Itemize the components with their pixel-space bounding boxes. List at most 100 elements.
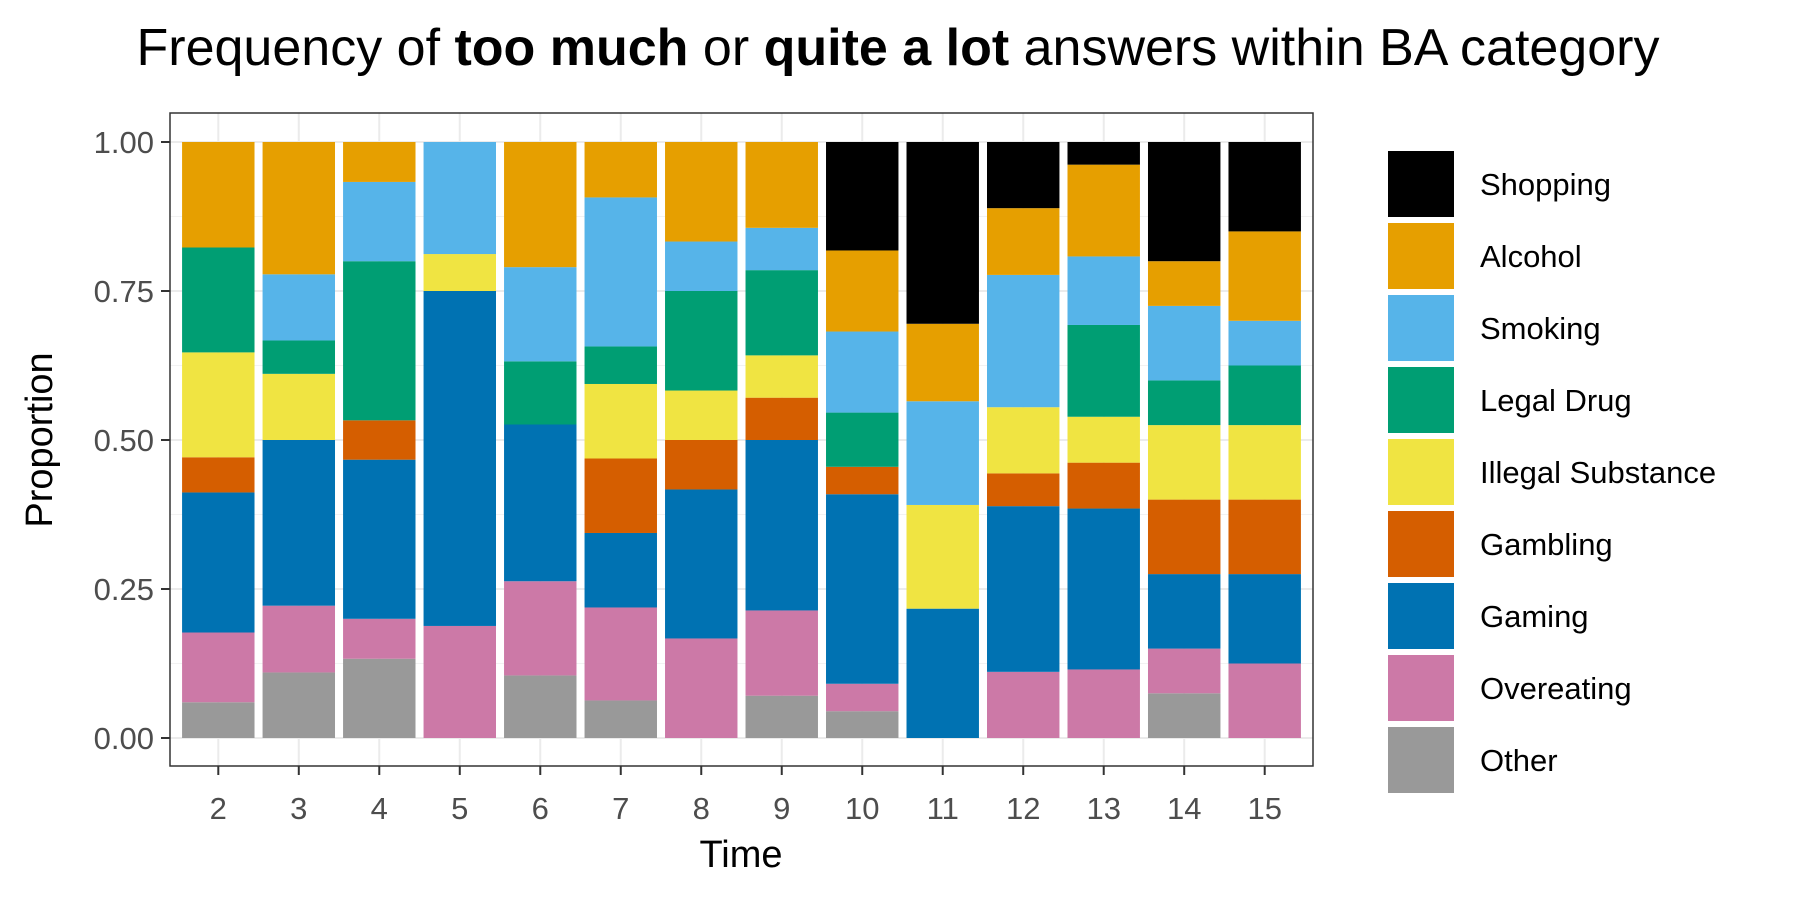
bar-segment-smoking-9	[745, 227, 818, 271]
legend-label: Gambling	[1480, 527, 1613, 562]
bar-segment-overeating-14	[1147, 648, 1221, 694]
legend-label: Other	[1480, 743, 1558, 778]
bar-segment-overeating-8	[665, 638, 738, 738]
bar-segment-gambling-4	[343, 420, 416, 460]
x-tick-label: 4	[371, 791, 388, 826]
bar-segment-legal-drug-6	[504, 361, 577, 425]
bar-segment-illegal-substance-5	[423, 254, 496, 291]
x-tick-label: 8	[693, 791, 710, 826]
bar-segment-smoking-13	[1067, 256, 1140, 325]
bar-segment-alcohol-15	[1228, 231, 1301, 321]
legend-label: Smoking	[1480, 311, 1601, 346]
y-tick-label: 0.75	[94, 274, 154, 309]
bar-segment-gambling-12	[987, 473, 1060, 507]
bar-segment-smoking-6	[504, 267, 577, 362]
bar-segment-gaming-10	[826, 494, 899, 684]
x-tick-label: 7	[612, 791, 629, 826]
bar-segment-gaming-7	[584, 532, 657, 608]
bar-segment-gaming-12	[987, 506, 1060, 672]
legend-key-illegal-substance	[1388, 439, 1454, 505]
bar-segment-smoking-8	[665, 241, 738, 291]
bar-segment-other-7	[584, 700, 657, 738]
title-part: or	[688, 19, 764, 77]
bar-segment-illegal-substance-9	[745, 355, 818, 398]
y-tick-label: 0.00	[94, 721, 154, 756]
bar-segment-legal-drug-15	[1228, 365, 1301, 426]
bars-layer	[182, 142, 1301, 738]
bar-segment-legal-drug-8	[665, 291, 738, 391]
bar-segment-gaming-3	[262, 440, 336, 606]
bar-segment-alcohol-11	[906, 323, 979, 402]
bar-segment-smoking-11	[906, 401, 979, 505]
bar-segment-alcohol-12	[987, 208, 1060, 275]
x-tick-label: 2	[210, 791, 227, 826]
bar-segment-legal-drug-10	[826, 412, 899, 467]
bar-segment-smoking-7	[584, 197, 657, 347]
legend-key-shopping	[1388, 151, 1454, 217]
bar-segment-gaming-9	[745, 440, 818, 611]
legend-key-gaming	[1388, 583, 1454, 649]
x-axis: 2 3 4 5 6 7 8 9 10 11 12 13 14 15	[210, 766, 1282, 826]
bar-segment-illegal-substance-8	[665, 390, 738, 440]
bar-segment-alcohol-6	[504, 142, 577, 268]
bar-segment-alcohol-9	[745, 142, 818, 228]
bar-segment-smoking-14	[1147, 305, 1221, 381]
bar-segment-overeating-7	[584, 607, 657, 701]
x-tick-label: 11	[927, 791, 959, 826]
bar-segment-gaming-14	[1147, 574, 1221, 649]
bar-segment-overeating-15	[1228, 663, 1301, 738]
x-tick-label: 15	[1247, 791, 1281, 826]
bar-segment-illegal-substance-3	[262, 373, 336, 440]
chart-title: Frequency of too much or quite a lot ans…	[0, 18, 1796, 78]
bar-segment-alcohol-4	[343, 142, 416, 182]
legend-key-gambling	[1388, 511, 1454, 577]
title-part: answers within BA category	[1009, 19, 1660, 77]
bar-segment-legal-drug-9	[745, 270, 818, 356]
bar-segment-gambling-14	[1147, 499, 1221, 575]
bar-segment-illegal-substance-13	[1067, 416, 1140, 463]
bar-segment-overeating-3	[262, 605, 336, 673]
bar-segment-overeating-10	[826, 683, 899, 712]
legend-label: Shopping	[1480, 167, 1611, 202]
bar-segment-smoking-10	[826, 331, 899, 413]
bar-segment-gaming-13	[1067, 508, 1140, 670]
bar-segment-smoking-15	[1228, 320, 1301, 366]
bar-segment-illegal-substance-12	[987, 407, 1060, 474]
bar-segment-other-3	[262, 672, 336, 738]
legend-key-alcohol	[1388, 223, 1454, 289]
x-tick-label: 14	[1167, 791, 1201, 826]
y-tick-label: 0.25	[94, 572, 154, 607]
bar-segment-overeating-5	[423, 625, 496, 738]
bar-segment-other-9	[745, 695, 818, 738]
bar-segment-alcohol-10	[826, 250, 899, 332]
legend-label: Alcohol	[1480, 239, 1582, 274]
bar-segment-overeating-6	[504, 581, 577, 676]
bar-segment-gambling-10	[826, 466, 899, 495]
legend-key-other	[1388, 727, 1454, 793]
bar-segment-smoking-5	[423, 142, 496, 255]
bar-segment-smoking-12	[987, 274, 1060, 408]
bar-segment-gambling-7	[584, 458, 657, 533]
bar-segment-overeating-2	[182, 632, 255, 703]
bar-segment-shopping-12	[987, 142, 1060, 209]
bar-segment-gambling-2	[182, 457, 255, 493]
bar-segment-gambling-13	[1067, 462, 1140, 509]
bar-segment-alcohol-14	[1147, 261, 1221, 306]
bar-segment-shopping-13	[1067, 142, 1140, 165]
bar-segment-illegal-substance-2	[182, 352, 255, 458]
bar-segment-illegal-substance-14	[1147, 425, 1221, 500]
legend-label: Gaming	[1480, 599, 1589, 634]
bar-segment-alcohol-13	[1067, 164, 1140, 257]
bar-segment-legal-drug-3	[262, 340, 336, 374]
legend-label: Illegal Substance	[1480, 455, 1716, 490]
bar-segment-legal-drug-14	[1147, 380, 1221, 426]
x-tick-label: 12	[1006, 791, 1040, 826]
legend-key-smoking	[1388, 295, 1454, 361]
x-axis-title: Time	[699, 834, 782, 876]
bar-segment-smoking-4	[343, 181, 416, 262]
bar-segment-other-4	[343, 658, 416, 738]
title-part: quite a lot	[763, 19, 1010, 77]
bar-segment-gambling-15	[1228, 499, 1301, 575]
bar-segment-gaming-5	[423, 291, 496, 626]
